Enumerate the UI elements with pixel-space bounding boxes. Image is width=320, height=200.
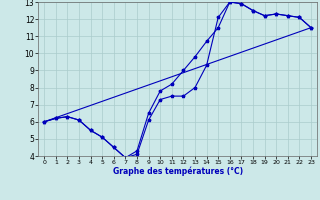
X-axis label: Graphe des températures (°C): Graphe des températures (°C) [113, 167, 243, 176]
